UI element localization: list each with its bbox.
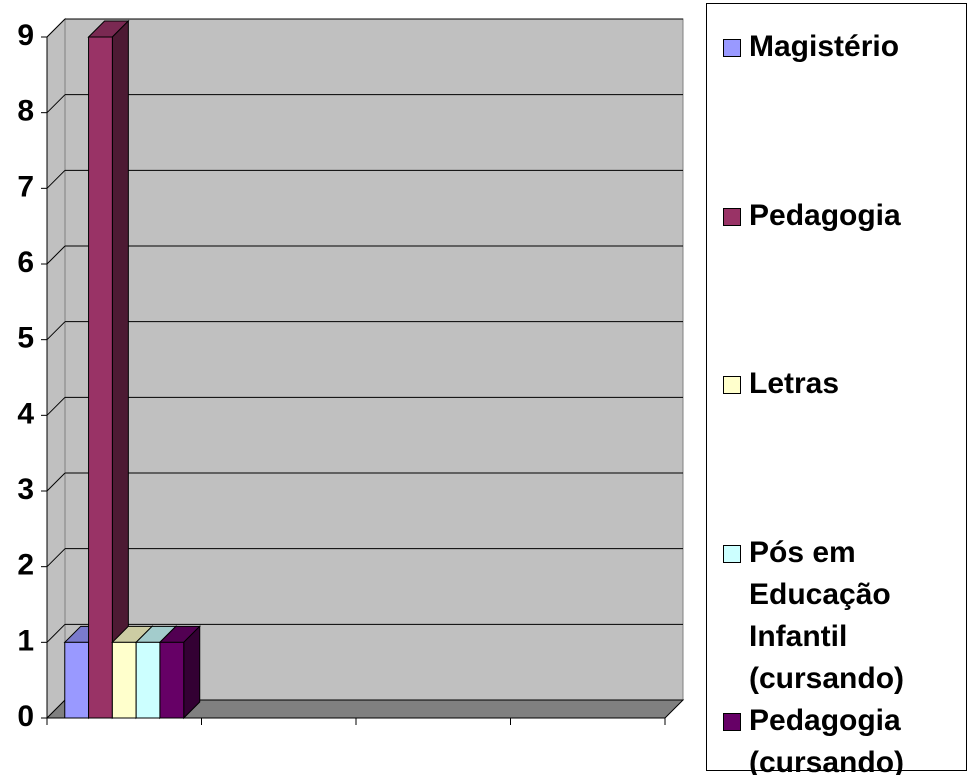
legend-swatch (723, 207, 741, 226)
y-tick-label: 0 (17, 700, 34, 733)
grid-line (46, 94, 66, 114)
y-tick-label: 4 (17, 397, 34, 430)
y-tick-label: 3 (17, 473, 34, 506)
grid-line (46, 623, 66, 643)
back-wall (64, 18, 684, 701)
legend-entry: Magistério (719, 26, 964, 68)
y-tick-label: 9 (17, 19, 34, 52)
y-tick-label: 7 (17, 170, 34, 203)
y-tick-label: 6 (17, 246, 34, 279)
bar (88, 36, 113, 719)
legend-label: Pós em Educação Infantil (cursando) (749, 535, 905, 695)
plot: 0 1 2 3 4 5 6 7 8 9 (17, 17, 685, 733)
y-tick-label: 8 (17, 95, 34, 128)
side-wall (46, 17, 66, 720)
bar (64, 641, 90, 719)
legend-label: Letras (749, 367, 840, 400)
legend-swatch (723, 713, 741, 731)
grid-line (46, 169, 66, 189)
legend-label: Pedagogia (cursando) (749, 704, 905, 775)
bar-side (183, 625, 201, 720)
bar (135, 641, 161, 719)
legend-entry: Pós em Educação Infantil (cursando) (719, 532, 964, 700)
bar (159, 641, 185, 719)
legend-label: Magistério (749, 30, 900, 63)
grid-line (46, 18, 66, 38)
legend-swatch (723, 376, 741, 394)
y-tick-label: 5 (17, 322, 34, 355)
grid-line (46, 548, 66, 568)
grid-line (46, 396, 66, 416)
grid-line (46, 245, 66, 265)
grid-line (46, 472, 66, 492)
y-tick-label: 2 (17, 549, 34, 582)
bar-side (111, 19, 129, 720)
legend: Magistério Pedagogia Letras Pós em Educação… (706, 3, 967, 775)
y-tick-label: 1 (17, 624, 34, 657)
legend-swatch (723, 39, 741, 57)
bar (111, 641, 137, 719)
grid-line (46, 321, 66, 341)
legend-entry: Pedagogia (cursando) (719, 700, 964, 775)
legend-entry: Letras (719, 363, 964, 405)
legend-swatch (723, 544, 741, 563)
legend-label: Pedagogia (749, 198, 901, 232)
legend-entry: Pedagogia (719, 195, 964, 237)
